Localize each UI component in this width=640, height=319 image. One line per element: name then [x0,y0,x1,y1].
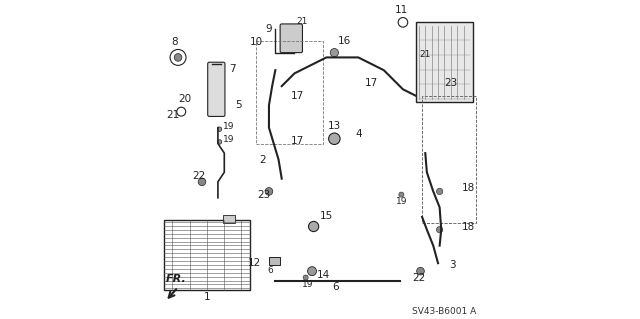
Circle shape [436,188,443,195]
Text: 18: 18 [462,222,476,232]
Text: 22: 22 [192,171,205,181]
Text: 23: 23 [444,78,458,88]
Text: 12: 12 [248,258,261,268]
Text: 19: 19 [223,122,234,131]
Text: 16: 16 [337,36,351,46]
Bar [422,96,476,223]
Circle shape [308,221,319,232]
Circle shape [218,140,221,144]
Text: 3: 3 [449,260,456,270]
Text: 6: 6 [333,282,339,292]
Circle shape [328,133,340,145]
Text: 17: 17 [291,91,304,101]
Text: 8: 8 [172,37,178,47]
Circle shape [303,275,308,280]
Text: 11: 11 [395,5,408,15]
Text: 4: 4 [355,129,362,139]
Text: 6: 6 [268,266,273,275]
Text: 22: 22 [412,273,426,283]
FancyBboxPatch shape [280,24,303,53]
Circle shape [265,188,273,195]
Circle shape [308,267,317,276]
Bar [416,22,473,102]
Text: 21: 21 [420,50,431,59]
Text: 23: 23 [257,190,271,200]
Circle shape [436,226,443,233]
Circle shape [330,48,339,57]
Text: 21: 21 [166,110,180,120]
Text: SV43-B6001 A: SV43-B6001 A [412,307,476,316]
Text: 10: 10 [250,37,262,47]
FancyBboxPatch shape [208,62,225,116]
Text: 17: 17 [364,78,378,88]
Text: 1: 1 [204,292,210,302]
Text: 17: 17 [291,136,304,145]
Text: 19: 19 [223,135,234,144]
Text: 19: 19 [301,280,313,289]
Text: 7: 7 [229,64,236,74]
Bar [223,215,236,223]
Bar [256,41,323,144]
Text: FR.: FR. [166,274,187,284]
Circle shape [198,178,206,186]
Text: 20: 20 [178,94,191,104]
Text: 15: 15 [320,211,333,220]
Text: 14: 14 [317,270,330,279]
Text: 18: 18 [462,183,476,193]
Text: 19: 19 [396,197,407,206]
Text: 13: 13 [328,121,341,131]
Text: 2: 2 [259,155,266,165]
Text: 5: 5 [236,100,242,110]
Bar [269,257,280,265]
Text: 21: 21 [296,17,307,26]
Circle shape [218,127,221,131]
Circle shape [174,54,182,61]
Bar [164,220,250,290]
Circle shape [417,267,424,275]
Circle shape [399,192,404,197]
Text: 9: 9 [266,24,272,34]
